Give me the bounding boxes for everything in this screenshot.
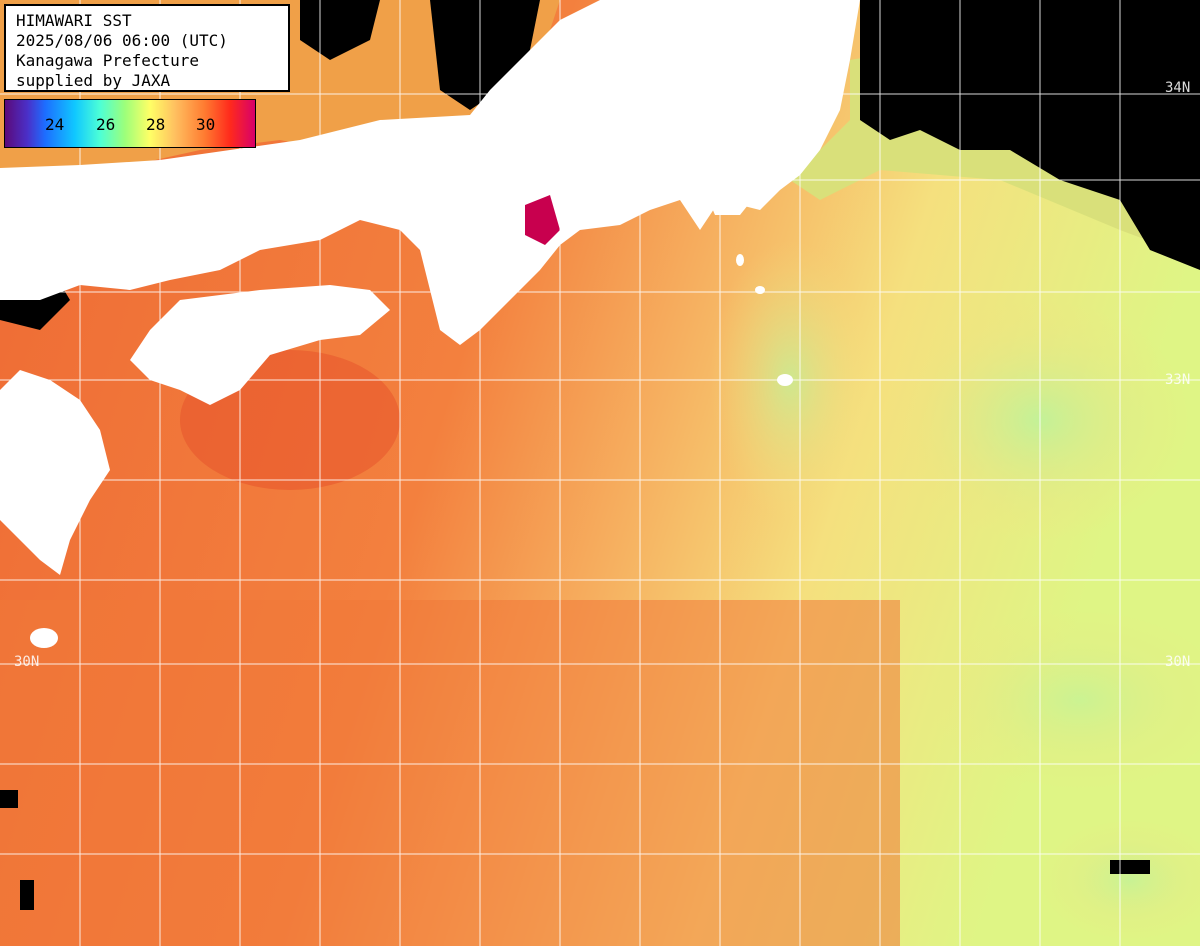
lat-label-30n-left: 30N	[14, 654, 40, 670]
land-shikoku	[130, 285, 390, 405]
cloud-northeast	[860, 0, 1200, 270]
island-izu-small	[736, 254, 744, 266]
cloud-speck-southeast	[1110, 860, 1150, 874]
land-honshu	[0, 0, 860, 345]
colorbar-label-30: 30	[196, 115, 216, 134]
sst-colorbar: 24 26 28 30	[4, 99, 256, 148]
cloud-speck-west	[0, 790, 18, 808]
island-tanegashima	[30, 628, 58, 648]
cool-eddy-southeast	[930, 610, 1200, 790]
colorbar-label-24: 24	[45, 115, 65, 134]
info-datetime: 2025/08/06 06:00 (UTC)	[16, 31, 228, 50]
colorbar-label-28: 28	[146, 115, 166, 134]
hot-inlet-ise-bay	[525, 195, 560, 245]
land-kyushu	[0, 370, 110, 575]
lat-label-34n-right: 34N	[1165, 80, 1191, 96]
colorbar-label-26: 26	[96, 115, 116, 134]
island-miyake	[755, 286, 765, 294]
lat-label-30n-right: 30N	[1165, 654, 1191, 670]
cloud-north-1	[430, 0, 540, 110]
lat-label-33n-right: 33N	[1165, 372, 1191, 388]
info-region: Kanagawa Prefecture	[16, 51, 200, 70]
warm-band-south	[0, 600, 900, 946]
land-izu	[700, 170, 760, 215]
info-box: HIMAWARI SST 2025/08/06 06:00 (UTC) Kana…	[4, 4, 290, 92]
info-credit: supplied by JAXA	[16, 71, 171, 90]
cloud-speck-southwest	[20, 880, 34, 910]
info-title: HIMAWARI SST	[16, 11, 132, 30]
island-sado	[482, 154, 498, 186]
